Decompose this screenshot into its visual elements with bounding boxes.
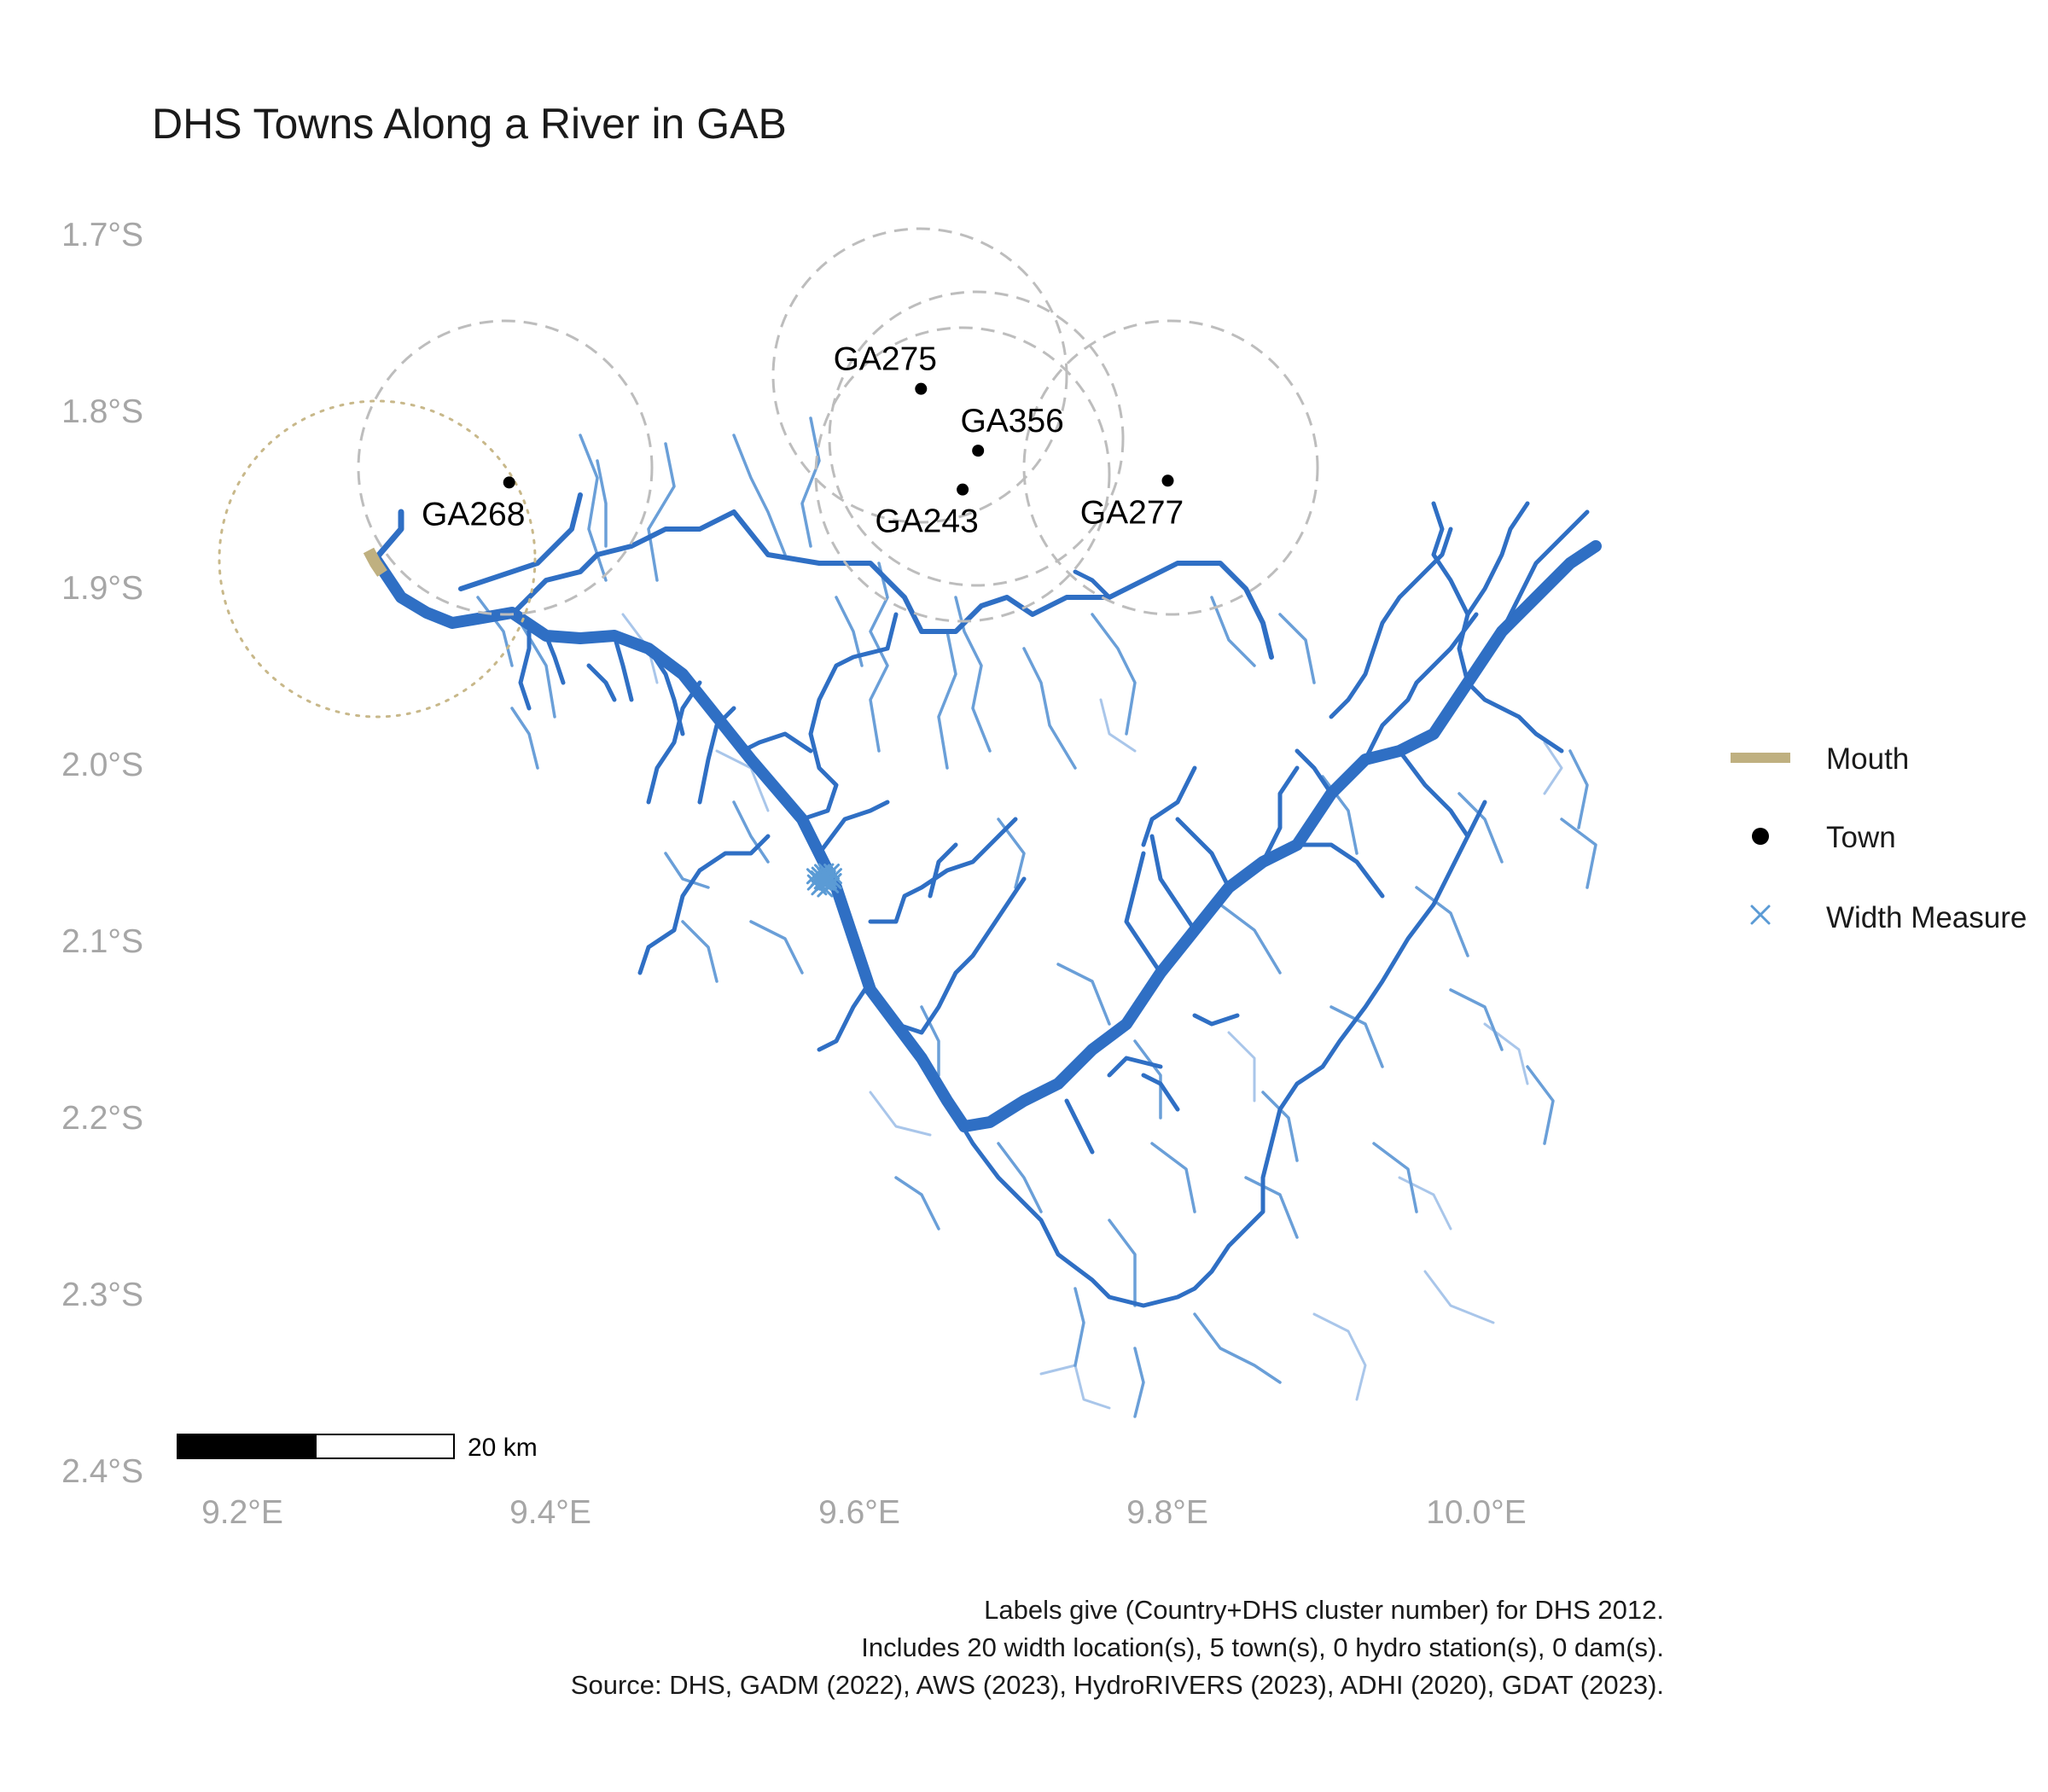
legend-town-swatch xyxy=(1752,828,1769,845)
river-network-main xyxy=(369,492,1602,1308)
town-label-ga275: GA275 xyxy=(834,341,937,378)
scale-bar-label: 20 km xyxy=(468,1434,538,1462)
x-axis: 9.2°E 9.4°E 9.6°E 9.8°E 10.0°E xyxy=(201,1494,1527,1531)
legend-item-town: Town xyxy=(1752,821,1896,854)
y-tick-label: 2.2°S xyxy=(61,1100,143,1137)
y-tick-label: 2.1°S xyxy=(61,923,143,960)
buffer-circle-ga268 xyxy=(357,319,654,616)
town-label-ga268: GA268 xyxy=(422,496,525,532)
legend: Mouth Town Width Measure xyxy=(1731,742,2027,934)
map-title: DHS Towns Along a River in GAB xyxy=(152,100,787,148)
scale-bar: 20 km xyxy=(177,1434,538,1462)
x-tick-label: 9.4°E xyxy=(509,1494,591,1531)
town-label-ga277: GA277 xyxy=(1080,494,1184,531)
town-label-ga356: GA356 xyxy=(960,403,1063,439)
legend-label: Town xyxy=(1826,821,1896,854)
scale-bar-black-segment xyxy=(177,1434,316,1458)
caption-line-2: Includes 20 width location(s), 5 town(s)… xyxy=(861,1632,1664,1662)
legend-item-mouth: Mouth xyxy=(1731,742,1909,776)
town-buffers xyxy=(357,227,1319,623)
x-tick-label: 9.2°E xyxy=(201,1494,283,1531)
town-point-ga277 xyxy=(1161,474,1174,487)
width-measure-cross xyxy=(810,870,827,887)
town-point-ga268 xyxy=(503,476,515,489)
x-tick-label: 9.8°E xyxy=(1126,1494,1208,1531)
river-network-minor xyxy=(476,416,1597,1418)
buffer-circle-ga277 xyxy=(1022,319,1319,616)
river-network-faint xyxy=(621,613,1563,1410)
caption-line-3: Source: DHS, GADM (2022), AWS (2023), Hy… xyxy=(571,1670,1664,1700)
y-tick-label: 2.3°S xyxy=(61,1277,143,1313)
legend-label: Mouth xyxy=(1826,742,1909,776)
x-tick-label: 10.0°E xyxy=(1426,1494,1527,1531)
town-point-ga243 xyxy=(957,483,969,496)
main-channel xyxy=(369,540,1602,1132)
y-tick-label: 1.9°S xyxy=(61,570,143,607)
mouth-buffer-circle xyxy=(218,399,537,719)
caption: Labels give (Country+DHS cluster number)… xyxy=(571,1595,1664,1700)
buffer-circle-ga275 xyxy=(771,227,1068,524)
buffer-circle-ga243 xyxy=(814,326,1111,623)
width-measure-cluster xyxy=(806,863,842,898)
town-markers: GA268 GA275 GA356 GA243 GA277 xyxy=(422,341,1184,540)
width-measure-cross xyxy=(823,864,841,881)
town-point-ga275 xyxy=(915,382,928,395)
legend-cross-swatch xyxy=(1750,905,1771,925)
town-label-ga243: GA243 xyxy=(875,503,978,540)
x-tick-label: 9.6°E xyxy=(818,1494,900,1531)
scale-bar-white-segment xyxy=(315,1434,455,1459)
town-point-ga356 xyxy=(972,445,985,457)
y-axis: 1.7°S 1.8°S 1.9°S 2.0°S 2.1°S 2.2°S 2.3°… xyxy=(61,217,143,1490)
caption-line-1: Labels give (Country+DHS cluster number)… xyxy=(984,1595,1664,1625)
width-measure-cross xyxy=(817,881,834,898)
buffer-circle-ga356 xyxy=(828,290,1125,587)
y-tick-label: 2.4°S xyxy=(61,1453,143,1490)
y-tick-label: 2.0°S xyxy=(61,747,143,783)
legend-item-width-measure: Width Measure xyxy=(1750,901,2027,934)
y-tick-label: 1.7°S xyxy=(61,217,143,253)
legend-label: Width Measure xyxy=(1826,901,2027,934)
y-tick-label: 1.8°S xyxy=(61,393,143,430)
river-mouth xyxy=(363,547,387,577)
